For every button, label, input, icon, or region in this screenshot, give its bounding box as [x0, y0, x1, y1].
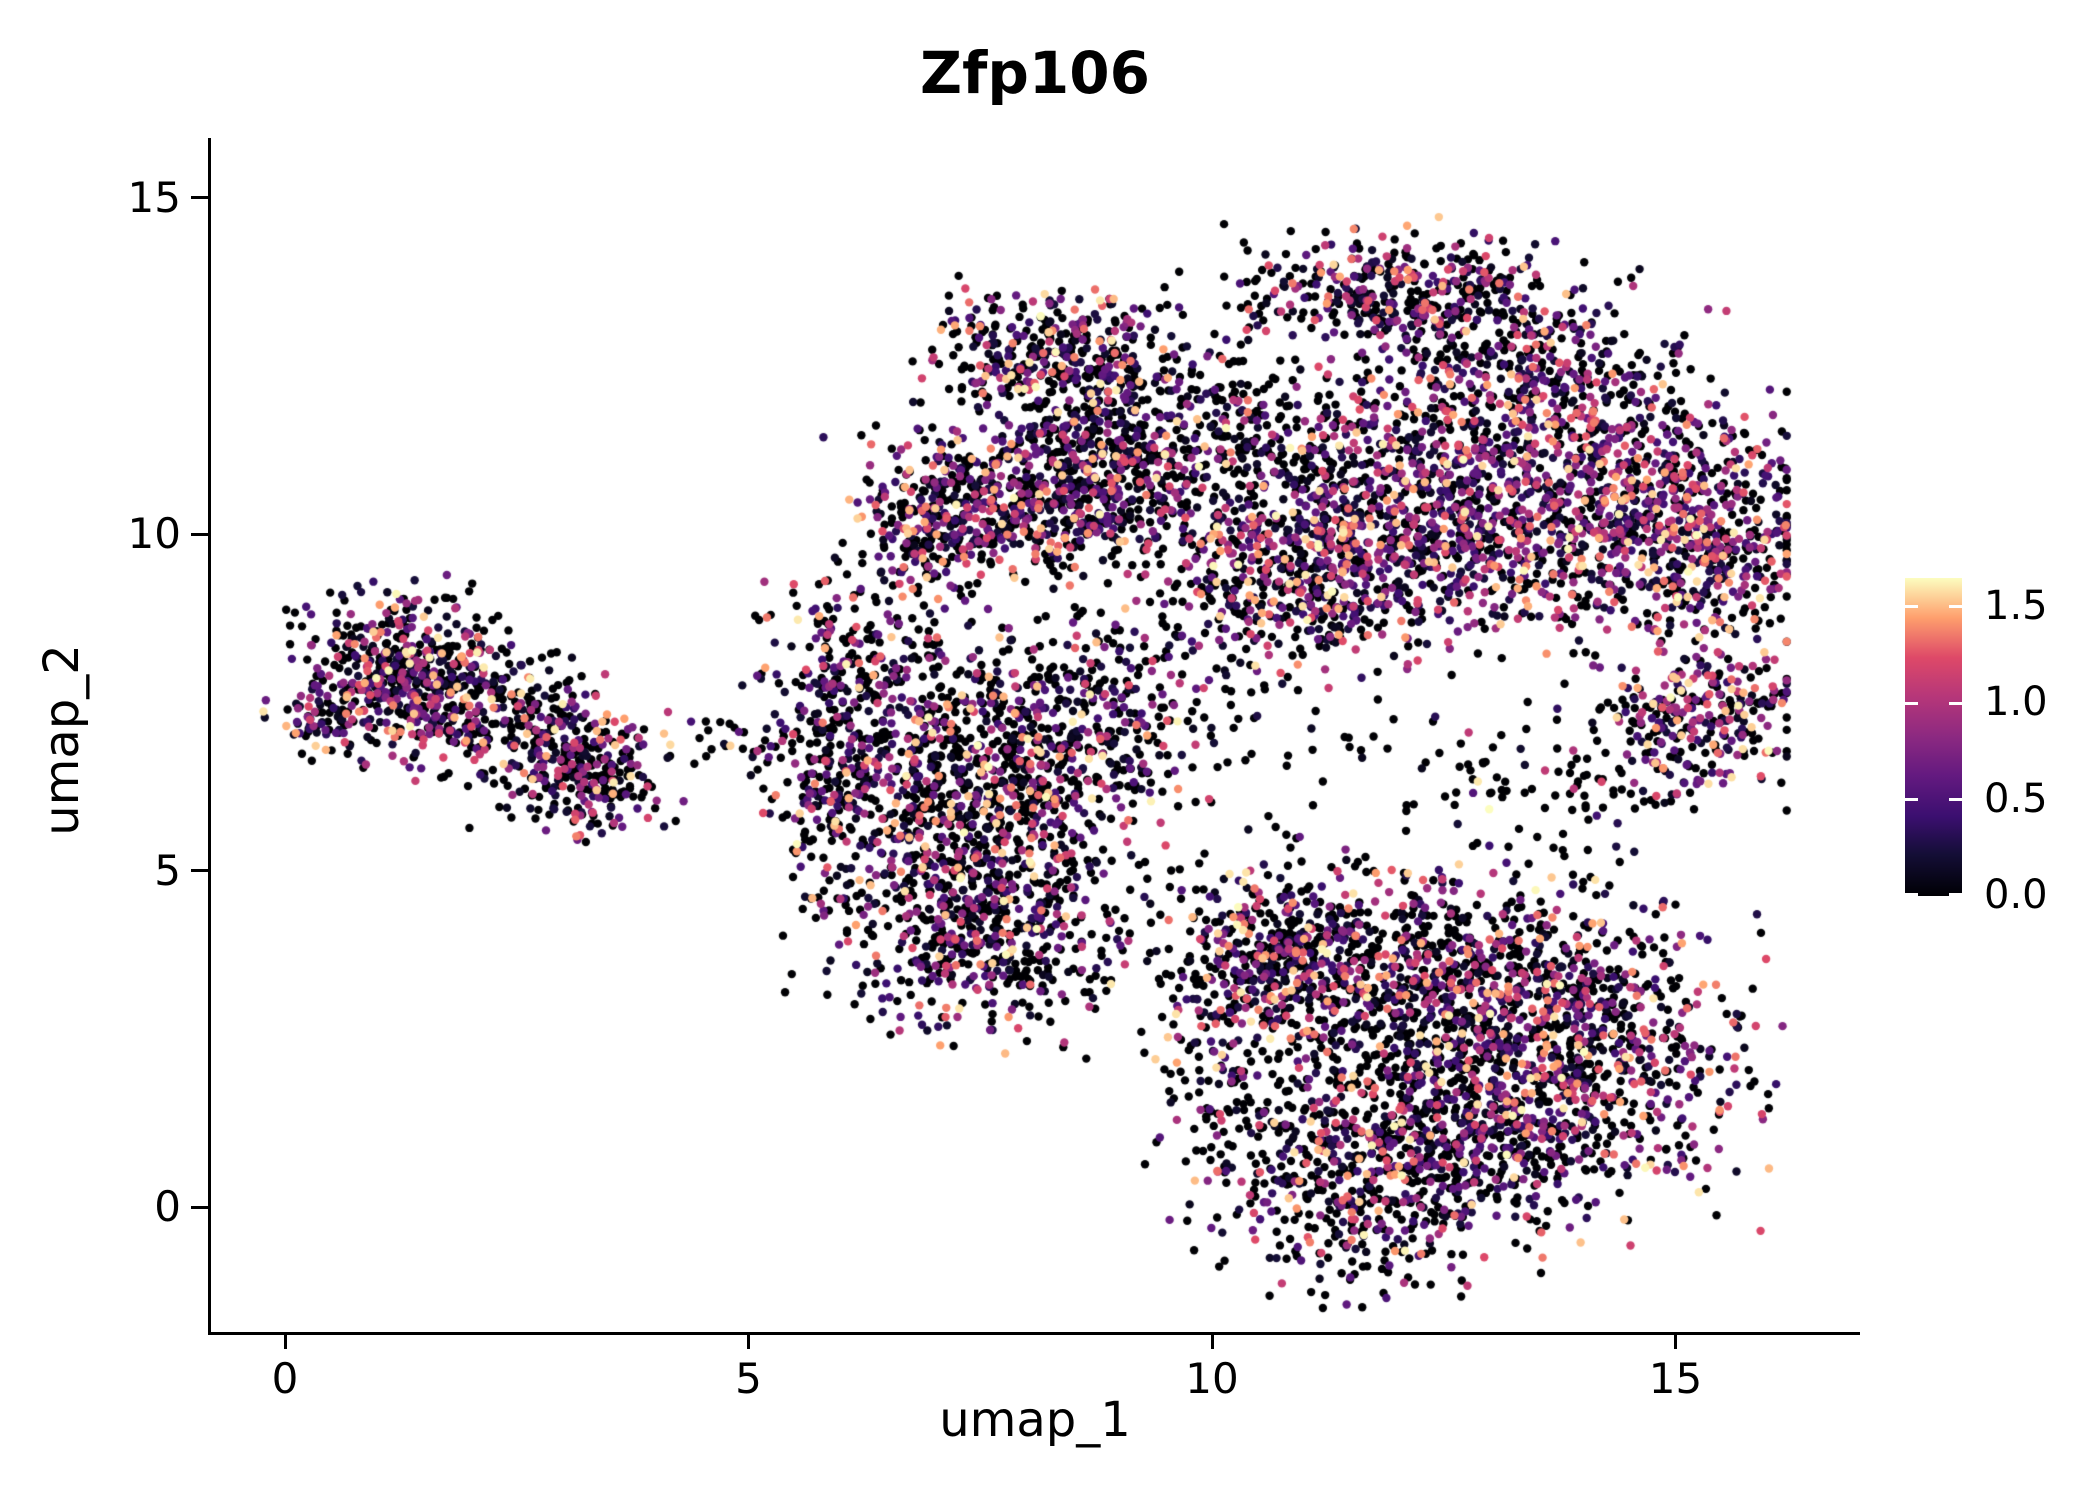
x-tick-label: 5	[735, 1354, 762, 1403]
x-axis-label: umap_1	[939, 1392, 1131, 1448]
y-tick-mark	[191, 532, 208, 536]
colorbar-tick-label: 1.5	[1984, 582, 2048, 629]
colorbar-tick-mark	[1949, 605, 1962, 609]
y-tick-label: 15	[127, 172, 181, 222]
x-tick-mark	[283, 1332, 287, 1349]
colorbar-tick-mark	[1905, 798, 1918, 802]
colorbar-tick-mark	[1905, 701, 1918, 705]
y-axis-line	[208, 138, 211, 1335]
y-tick-label: 0	[154, 1182, 181, 1231]
x-tick-label: 0	[271, 1354, 299, 1403]
x-tick-label: 10	[1185, 1354, 1239, 1403]
x-tick-mark	[747, 1332, 750, 1349]
y-tick-label: 5	[154, 845, 181, 895]
y-tick-mark	[191, 1205, 208, 1209]
colorbar-tick-label: 0.5	[1984, 775, 2048, 822]
colorbar-tick-mark	[1905, 893, 1918, 896]
colorbar-tick-mark	[1905, 605, 1918, 609]
y-tick-label: 10	[127, 509, 181, 558]
colorbar-tick-mark	[1949, 893, 1962, 896]
y-tick-mark	[191, 869, 208, 872]
x-tick-mark	[1674, 1332, 1677, 1349]
y-axis-label: umap_2	[34, 644, 90, 836]
colorbar-tick-mark	[1949, 798, 1962, 802]
colorbar-tick-label: 1.0	[1984, 679, 2048, 726]
colorbar-tick-label: 0.0	[1984, 872, 2048, 918]
colorbar-tick-mark	[1949, 701, 1962, 705]
x-tick-mark	[1210, 1332, 1214, 1349]
colorbar-gradient	[1905, 578, 1962, 896]
x-tick-label: 15	[1648, 1354, 1703, 1403]
plot-title: Zfp106	[920, 39, 1150, 107]
y-tick-mark	[191, 196, 208, 199]
x-axis-line	[208, 1332, 1860, 1335]
